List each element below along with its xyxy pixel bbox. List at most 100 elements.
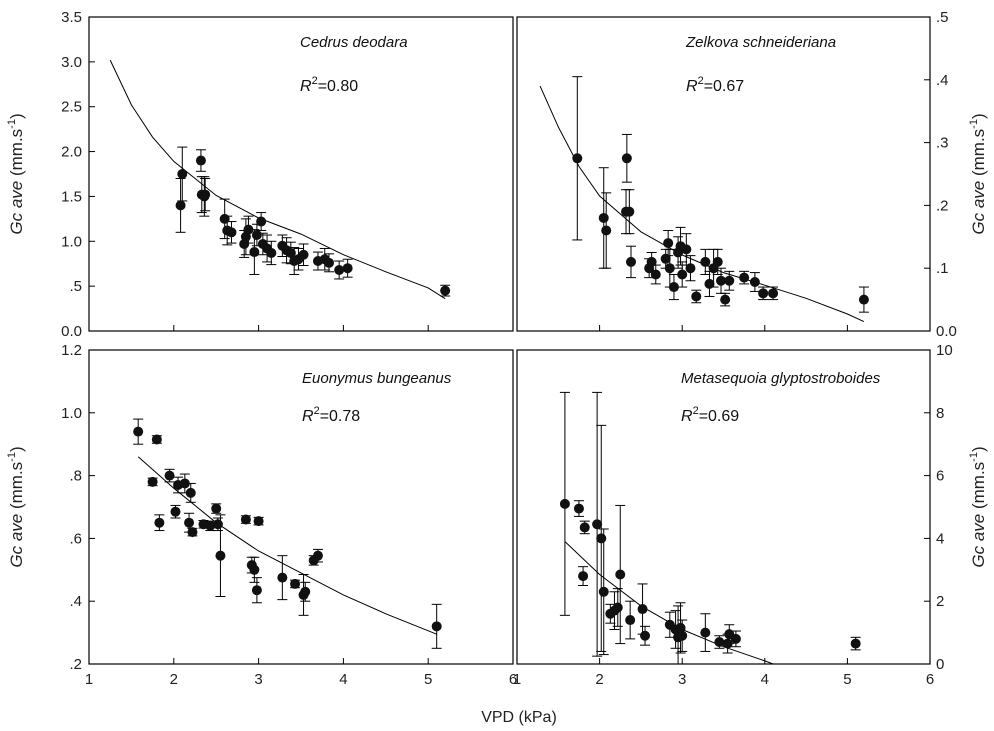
r-squared-label: R2=0.80 [300, 75, 358, 95]
data-point [195, 155, 206, 166]
data-point [572, 153, 583, 164]
data-point [749, 277, 760, 288]
data-point [249, 564, 260, 575]
fit-curve [539, 85, 865, 323]
data-point [677, 630, 688, 641]
y-tick-label: .5 [936, 9, 949, 26]
data-point [215, 550, 226, 561]
y-tick-label: 1.2 [61, 342, 82, 359]
data-point [681, 244, 692, 255]
data-point [677, 269, 688, 280]
y-axis-label-unit-exponent: -1 [968, 119, 980, 129]
data-point [720, 294, 731, 305]
y-tick-label: 0 [936, 656, 944, 673]
plot-frame [88, 349, 514, 665]
data-point [154, 517, 165, 528]
data-point [691, 291, 702, 302]
y-tick-label: .8 [69, 468, 82, 485]
data-point [184, 517, 195, 528]
data-point [312, 550, 323, 561]
y-axis-label-variable: Gc ave [969, 181, 988, 235]
y-tick-label: 0.0 [936, 323, 957, 340]
x-tick-label: 1 [85, 671, 93, 688]
data-point [185, 487, 196, 498]
fit-curve [564, 541, 774, 665]
data-point [758, 288, 769, 299]
data-point [243, 224, 254, 235]
data-point [640, 630, 651, 641]
data-point [249, 247, 260, 258]
data-point [722, 638, 733, 649]
y-tick-label: .2 [69, 656, 82, 673]
data-point [211, 503, 222, 514]
y-axis-label: Gc ave (mm.s-1) [6, 113, 26, 234]
y-axis-label-unit-close: ) [969, 113, 988, 119]
r-squared-label: R2=0.69 [681, 405, 739, 425]
y-tick-label: .2 [936, 197, 949, 214]
r-squared-value: =0.80 [318, 78, 359, 95]
r-squared-symbol: R [300, 78, 312, 95]
data-point [579, 522, 590, 533]
r-squared-exponent: 2 [314, 405, 320, 417]
fit-curve [137, 456, 437, 635]
y-tick-label: .1 [936, 260, 949, 277]
data-point [739, 272, 750, 283]
data-point [251, 585, 262, 596]
data-point [170, 506, 181, 517]
y-tick-label: 0.0 [61, 323, 82, 340]
y-tick-label: .4 [936, 72, 949, 89]
species-title: Zelkova schneideriana [685, 34, 836, 51]
y-axis-label-unit-close: ) [969, 446, 988, 452]
r-squared-symbol: R [302, 408, 314, 425]
data-point [598, 586, 609, 597]
y-tick-label: 10 [936, 342, 953, 359]
data-point [175, 200, 186, 211]
plot-frame [516, 16, 931, 332]
y-axis-label-variable: Gc ave [7, 514, 26, 568]
y-axis-label-unit-close: ) [7, 113, 26, 119]
r-squared-label: R2=0.78 [302, 405, 360, 425]
data-point [625, 256, 636, 267]
data-point [164, 470, 175, 481]
data-point [251, 230, 262, 241]
y-tick-label: 3.5 [61, 9, 82, 26]
data-point [858, 294, 869, 305]
r-squared-symbol: R [686, 78, 698, 95]
data-point [668, 282, 679, 293]
data-point [300, 586, 311, 597]
x-tick-label: 2 [595, 671, 603, 688]
data-point [290, 578, 301, 589]
data-point [578, 571, 589, 582]
data-point [559, 498, 570, 509]
data-point [700, 256, 711, 267]
x-tick-label: 6 [926, 671, 934, 688]
y-tick-label: 1.5 [61, 188, 82, 205]
data-point [712, 256, 723, 267]
x-tick-label: 5 [843, 671, 851, 688]
y-tick-label: 6 [936, 468, 944, 485]
y-axis-label-unit-exponent: -1 [6, 119, 18, 129]
data-point [334, 264, 345, 275]
data-point [323, 257, 334, 268]
r-squared-label: R2=0.67 [686, 75, 744, 95]
y-tick-label: 1.0 [61, 405, 82, 422]
y-tick-label: 8 [936, 405, 944, 422]
data-point [598, 212, 609, 223]
y-axis-label-unit-close: ) [7, 446, 26, 452]
plot-frame [516, 349, 931, 665]
r-squared-value: =0.69 [699, 408, 740, 425]
data-point [612, 602, 623, 613]
x-tick-label: 5 [424, 671, 432, 688]
data-point [730, 633, 741, 644]
data-point [768, 288, 779, 299]
data-point [147, 476, 158, 487]
data-point [601, 225, 612, 236]
data-point [187, 527, 198, 538]
data-point [133, 426, 144, 437]
r-squared-value: =0.78 [320, 408, 361, 425]
y-tick-label: .6 [69, 530, 82, 547]
data-point [850, 638, 861, 649]
data-point [177, 169, 188, 179]
